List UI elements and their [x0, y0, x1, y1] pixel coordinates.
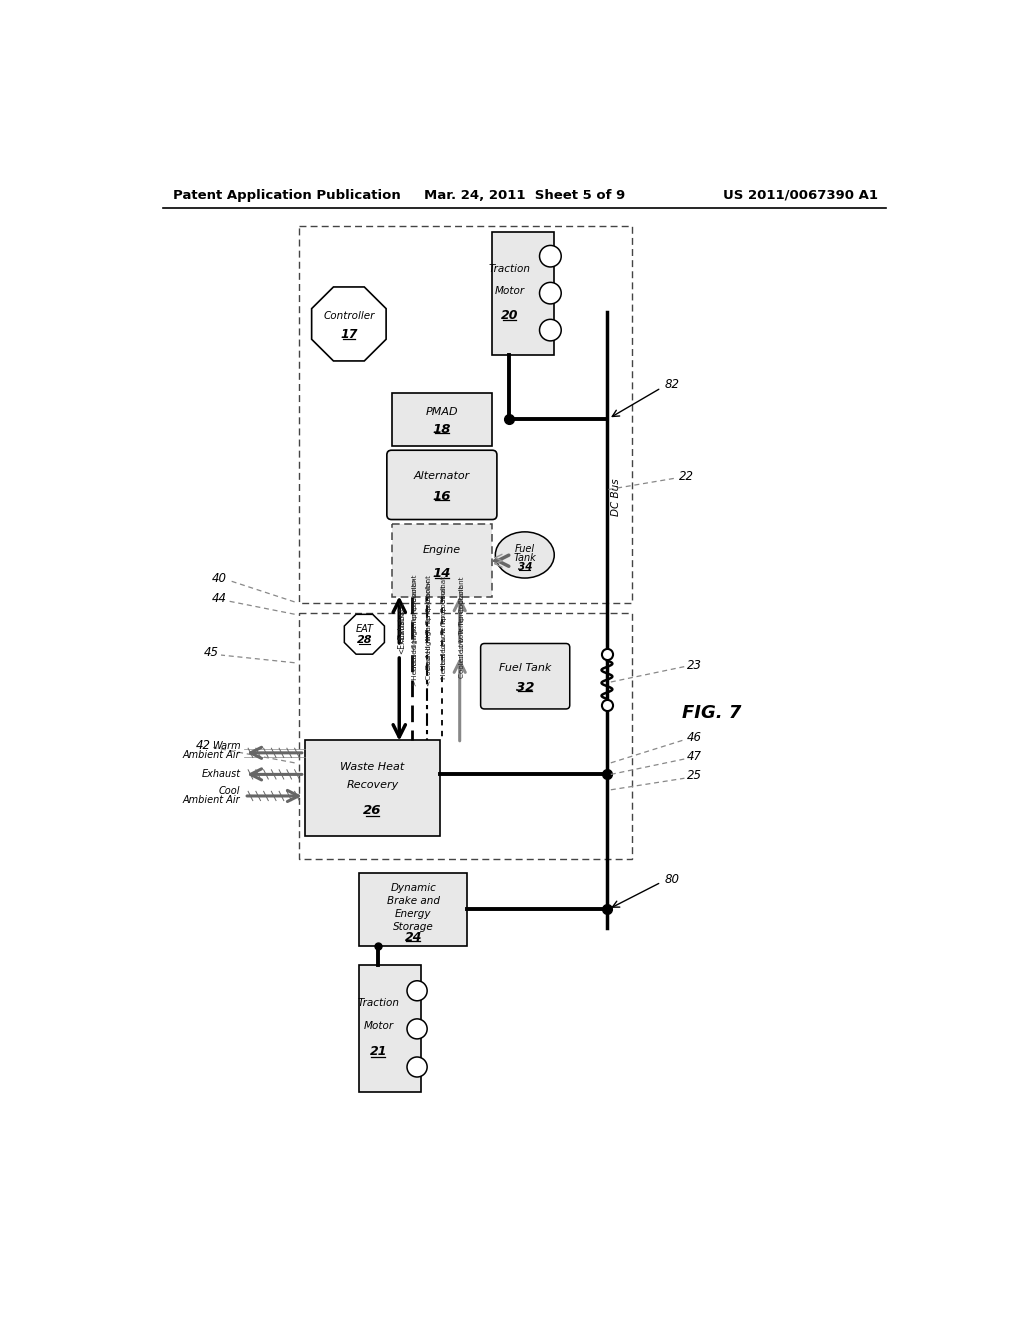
Text: 24: 24	[404, 931, 422, 944]
Text: Storage: Storage	[393, 923, 433, 932]
Text: Heated Low Temp Coolnat: Heated Low Temp Coolnat	[441, 576, 447, 669]
Text: <Exhaust<: <Exhaust<	[397, 610, 407, 653]
Text: 21: 21	[370, 1045, 387, 1059]
Text: Warm: Warm	[212, 741, 241, 751]
Text: 18: 18	[432, 424, 452, 437]
Circle shape	[407, 1057, 427, 1077]
Text: FIG. 7: FIG. 7	[682, 704, 741, 722]
Text: 44: 44	[211, 593, 226, 606]
Text: Recovery: Recovery	[346, 780, 398, 789]
Text: US 2011/0067390 A1: US 2011/0067390 A1	[723, 189, 879, 202]
FancyBboxPatch shape	[391, 524, 493, 597]
Ellipse shape	[496, 532, 554, 578]
FancyBboxPatch shape	[359, 873, 467, 946]
Text: Alternator: Alternator	[414, 471, 470, 482]
Text: 14: 14	[432, 568, 452, 581]
Text: 20: 20	[501, 309, 518, 322]
Text: Engine: Engine	[423, 545, 461, 556]
FancyBboxPatch shape	[299, 226, 632, 603]
Text: EAT: EAT	[355, 624, 374, 634]
Text: 25: 25	[687, 770, 701, 783]
Text: Cool: Cool	[219, 785, 241, 796]
Text: PMAD: PMAD	[426, 407, 458, 417]
Text: 32: 32	[516, 681, 535, 694]
Text: Brake and: Brake and	[387, 896, 439, 906]
FancyBboxPatch shape	[391, 393, 493, 446]
Text: 82: 82	[665, 378, 680, 391]
Text: 42: 42	[196, 739, 211, 751]
Text: 22: 22	[679, 470, 694, 483]
FancyBboxPatch shape	[359, 965, 421, 1093]
Text: Patent Application Publication: Patent Application Publication	[173, 189, 400, 202]
Text: Heated Low Temp Coolnat: Heated Low Temp Coolnat	[441, 585, 447, 678]
Text: Waste Heat: Waste Heat	[340, 762, 404, 772]
Polygon shape	[344, 614, 384, 655]
Text: >Heated High Temp Coolant>: >Heated High Temp Coolant>	[412, 578, 418, 686]
Text: Motor: Motor	[364, 1022, 393, 1031]
Text: 28: 28	[356, 635, 372, 645]
Text: DC Bus: DC Bus	[611, 478, 621, 516]
Text: <Exhaust<: <Exhaust<	[397, 601, 407, 644]
Text: Energy: Energy	[395, 909, 431, 919]
Circle shape	[407, 1019, 427, 1039]
FancyBboxPatch shape	[480, 644, 569, 709]
Text: Controller: Controller	[324, 312, 375, 321]
Text: Cooled Low Temp Coolant: Cooled Low Temp Coolant	[459, 577, 465, 669]
FancyBboxPatch shape	[493, 231, 554, 355]
Polygon shape	[311, 286, 386, 360]
Text: Tank: Tank	[513, 553, 537, 564]
Text: 17: 17	[340, 329, 357, 342]
Text: 45: 45	[204, 647, 219, 659]
Text: Fuel: Fuel	[515, 544, 535, 554]
Text: Ambient Air: Ambient Air	[182, 795, 241, 805]
Circle shape	[407, 981, 427, 1001]
Text: Ambient Air: Ambient Air	[182, 750, 241, 760]
FancyBboxPatch shape	[305, 739, 440, 836]
Text: Fuel Tank: Fuel Tank	[499, 663, 551, 673]
Text: Dynamic: Dynamic	[390, 883, 436, 892]
Text: Motor: Motor	[495, 285, 524, 296]
Circle shape	[540, 246, 561, 267]
Text: 80: 80	[665, 874, 680, 887]
Circle shape	[540, 319, 561, 341]
Text: 16: 16	[432, 491, 452, 503]
Text: 23: 23	[687, 659, 701, 672]
Circle shape	[540, 282, 561, 304]
Text: Traction: Traction	[357, 998, 399, 1008]
Text: Mar. 24, 2011  Sheet 5 of 9: Mar. 24, 2011 Sheet 5 of 9	[424, 189, 626, 202]
Text: Cooled High Temp Coolant: Cooled High Temp Coolant	[426, 576, 432, 671]
Text: 46: 46	[687, 731, 701, 744]
Text: <Cooled High Temp Coolant<: <Cooled High Temp Coolant<	[426, 578, 432, 685]
Text: 47: 47	[687, 750, 701, 763]
FancyBboxPatch shape	[299, 612, 632, 859]
Text: Cooled Low Temp Coolant: Cooled Low Temp Coolant	[459, 586, 465, 678]
Text: 26: 26	[364, 804, 382, 817]
Text: 34: 34	[517, 561, 532, 572]
Text: 40: 40	[211, 572, 226, 585]
FancyBboxPatch shape	[387, 450, 497, 520]
Text: Heated High Temp Coolant: Heated High Temp Coolant	[412, 574, 418, 671]
Text: Exhaust: Exhaust	[202, 770, 241, 779]
Text: Traction: Traction	[488, 264, 530, 273]
